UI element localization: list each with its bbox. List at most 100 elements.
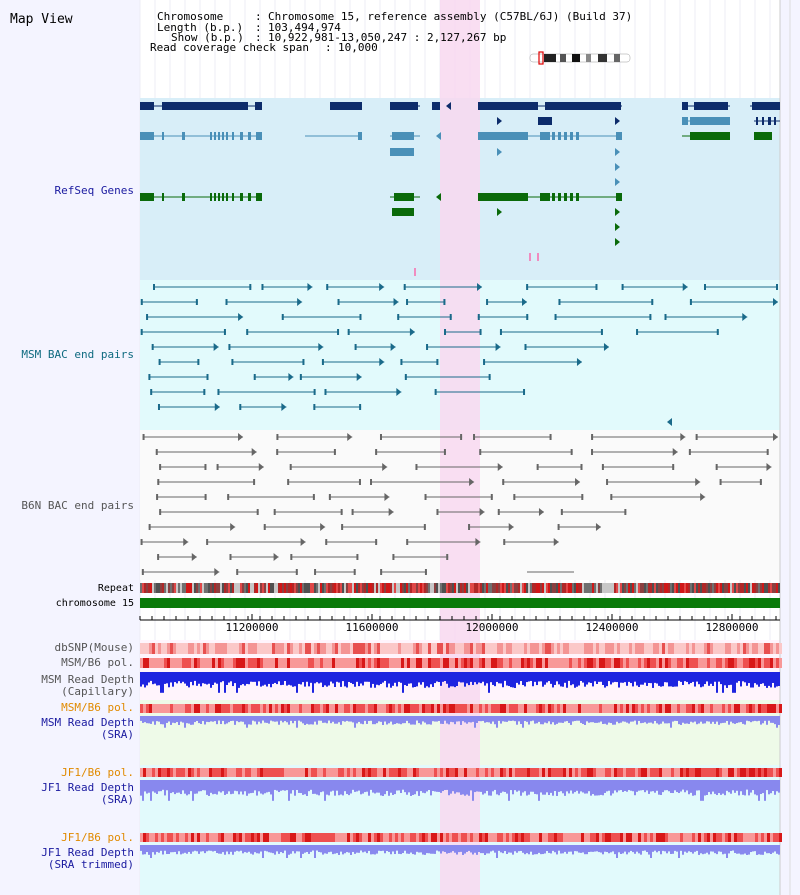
- repeat-bar: [506, 583, 508, 593]
- highlight-region[interactable]: [440, 0, 480, 895]
- heat-cell: [539, 658, 542, 668]
- polymorphism-heat-tracks[interactable]: [140, 643, 782, 842]
- heat-cell: [578, 833, 581, 842]
- b6n-bac-track-label[interactable]: B6N BAC end pairs: [21, 499, 134, 512]
- msm-bac-features[interactable]: [140, 283, 778, 426]
- heat-cell: [488, 643, 491, 654]
- depth-bar: [162, 716, 164, 725]
- jf1-depth-sra-label-1[interactable]: JF1 Read Depth: [41, 781, 134, 794]
- repeat-bar: [720, 583, 722, 593]
- depth-bar: [524, 672, 526, 687]
- heat-cell: [590, 833, 593, 842]
- msm-bac-track-label[interactable]: MSM BAC end pairs: [21, 348, 134, 361]
- chromosome-track-label[interactable]: chromosome 15: [56, 598, 134, 609]
- depth-bar: [404, 716, 406, 724]
- repeat-track-label[interactable]: Repeat: [98, 583, 134, 594]
- depth-bar: [324, 716, 326, 723]
- depth-bar: [524, 716, 526, 722]
- heat-cell: [227, 643, 230, 654]
- depth-bar: [310, 845, 312, 852]
- bac-end-mark: [610, 494, 613, 500]
- depth-bar: [616, 780, 618, 793]
- heat-cell: [419, 643, 422, 654]
- dbsnp-track-label[interactable]: dbSNP(Mouse): [55, 641, 134, 654]
- heat-cell: [728, 658, 731, 668]
- depth-bar: [400, 672, 402, 683]
- heat-cell: [647, 768, 650, 777]
- msm-depth-cap-label-1[interactable]: MSM Read Depth: [41, 673, 134, 686]
- repeat-bar: [162, 583, 164, 593]
- depth-bar: [588, 672, 590, 683]
- heat-cell: [632, 768, 635, 777]
- depth-bar: [578, 716, 580, 721]
- depth-bar: [482, 716, 484, 721]
- depth-bar: [218, 716, 220, 721]
- jf1-pol-2-track-label[interactable]: JF1/B6 pol.: [61, 831, 134, 844]
- heat-cell: [281, 643, 284, 654]
- depth-bar: [676, 672, 678, 687]
- bac-end-mark: [424, 494, 427, 500]
- chromosome-ideogram[interactable]: [529, 51, 631, 65]
- b6n-bac-features[interactable]: [140, 433, 778, 576]
- heat-cell: [326, 658, 329, 668]
- heat-cell: [758, 643, 761, 654]
- heat-cell: [539, 704, 542, 713]
- depth-bar: [330, 672, 332, 682]
- depth-bar: [360, 845, 362, 851]
- heat-cell: [491, 833, 494, 842]
- depth-bar: [698, 845, 700, 855]
- heat-cell: [263, 658, 266, 668]
- bac-end-mark: [151, 344, 154, 350]
- depth-bar: [148, 672, 150, 683]
- depth-bar: [418, 845, 420, 853]
- depth-bar: [166, 672, 168, 684]
- depth-bar: [302, 716, 304, 724]
- depth-bar: [642, 716, 644, 723]
- heat-cell: [524, 833, 527, 842]
- gene-exon: [182, 132, 185, 140]
- heat-cell: [740, 704, 743, 713]
- heat-cell: [206, 833, 209, 842]
- depth-bar: [746, 716, 748, 721]
- chromosome-sep: :: [255, 10, 262, 23]
- heat-cell: [302, 704, 305, 713]
- msm-depth-sra-label-1[interactable]: MSM Read Depth: [41, 716, 134, 729]
- depth-bar: [582, 845, 584, 853]
- heat-cell: [551, 833, 554, 842]
- depth-bar: [318, 780, 320, 796]
- chromosome-bar[interactable]: [140, 598, 780, 608]
- depth-bar: [708, 780, 710, 793]
- heat-cell: [164, 833, 167, 842]
- heat-cell: [719, 768, 722, 777]
- heat-cell: [230, 833, 233, 842]
- jf1-pol-track-label[interactable]: JF1/B6 pol.: [61, 766, 134, 779]
- refseq-gene-features[interactable]: [140, 102, 780, 276]
- heat-cell: [389, 643, 392, 654]
- depth-bar: [156, 845, 158, 852]
- heat-cell: [146, 768, 149, 777]
- repeat-bar: [402, 583, 404, 593]
- heat-cell: [413, 658, 416, 668]
- depth-bar: [226, 845, 228, 852]
- depth-bar: [314, 716, 316, 722]
- heat-cell: [521, 833, 524, 842]
- heat-cell: [575, 768, 578, 777]
- repeat-bar: [404, 583, 406, 593]
- refseq-track-label[interactable]: RefSeq Genes: [55, 184, 134, 197]
- heat-cell: [338, 833, 341, 842]
- heat-cell: [314, 704, 317, 713]
- msm-pol-track-label[interactable]: MSM/B6 pol.: [61, 656, 134, 669]
- jf1-depth-trim-label-1[interactable]: JF1 Read Depth: [41, 846, 134, 859]
- heat-cell: [674, 658, 677, 668]
- repeat-features[interactable]: [140, 583, 780, 593]
- msm-pol-2-track-label[interactable]: MSM/B6 pol.: [61, 701, 134, 714]
- heat-cell: [533, 704, 536, 713]
- read-depth-tracks[interactable]: [140, 672, 780, 858]
- heat-cell: [602, 768, 605, 777]
- repeat-bar: [628, 583, 630, 593]
- depth-bar: [562, 780, 564, 794]
- heat-cell: [275, 643, 278, 654]
- heat-cell: [230, 704, 233, 713]
- depth-bar: [544, 845, 546, 854]
